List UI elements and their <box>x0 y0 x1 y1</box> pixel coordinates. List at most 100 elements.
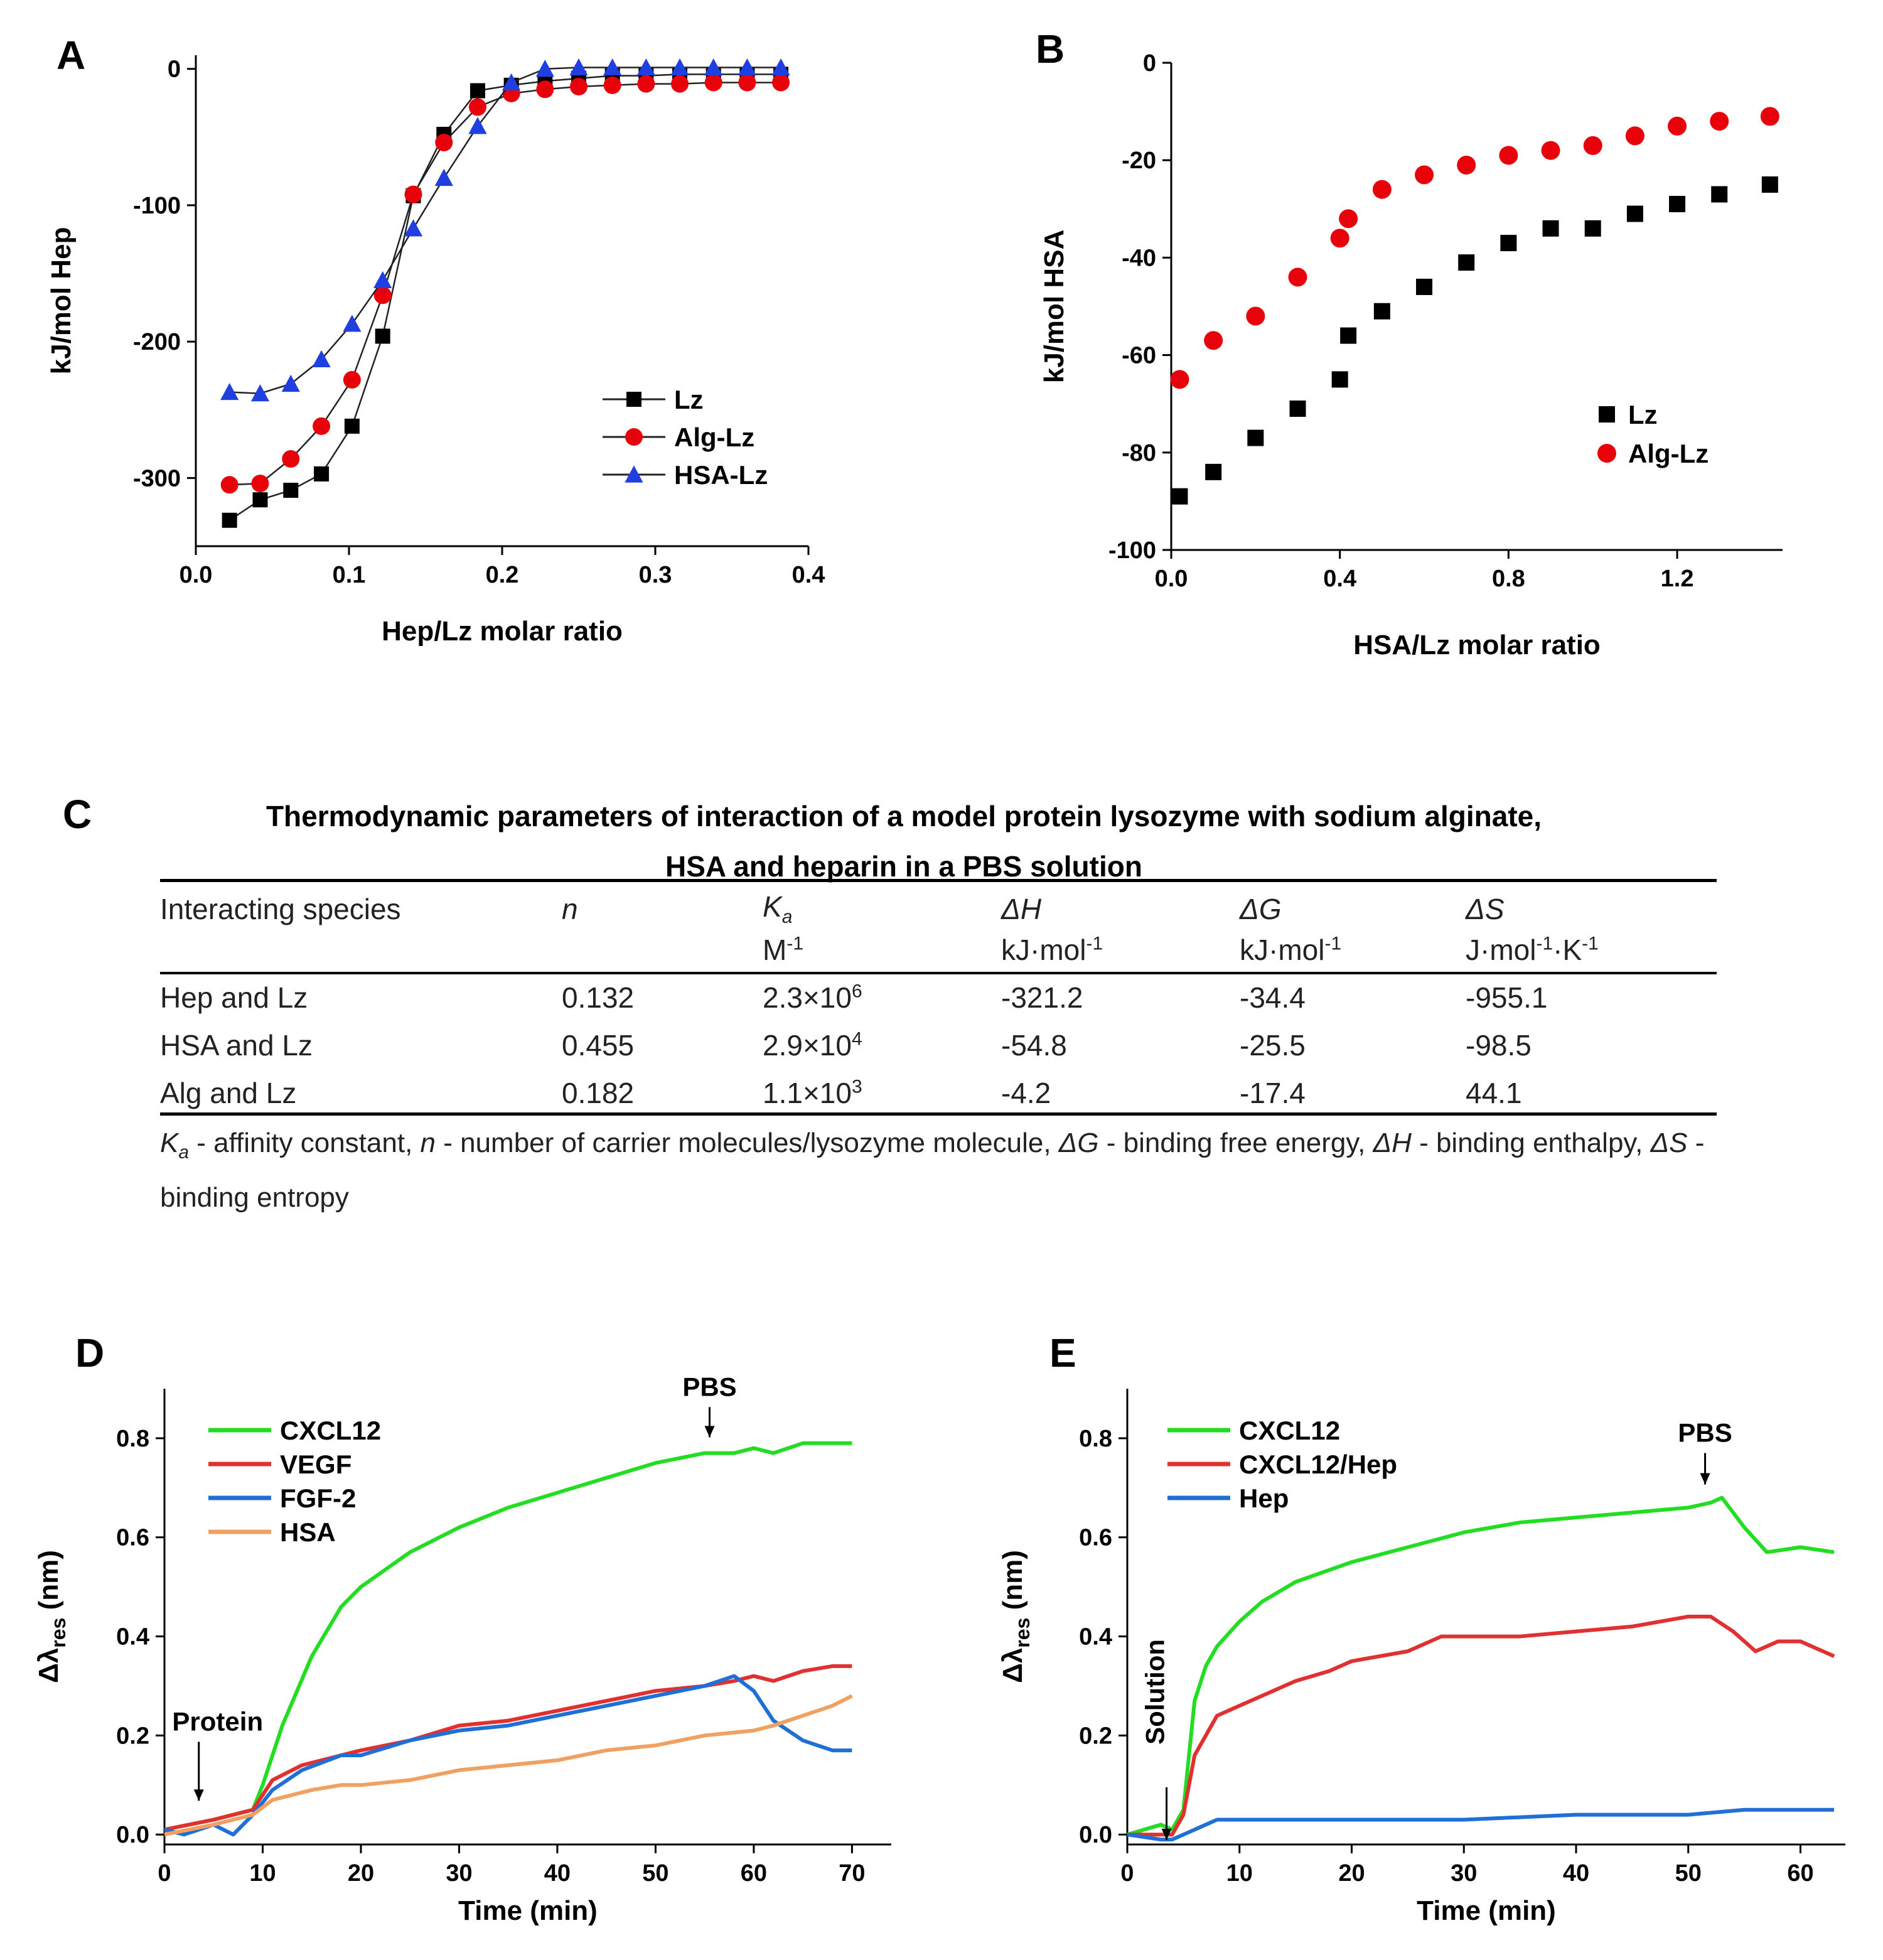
series-alg-lz-point <box>251 475 269 493</box>
panel-label: B <box>1036 26 1065 72</box>
series-lz-point <box>1340 327 1357 344</box>
annotation-arrowhead <box>193 1789 204 1801</box>
legend-label: Alg-Lz <box>674 423 754 452</box>
y-tick-label: 0.8 <box>116 1426 149 1452</box>
series-alg-lz-point <box>637 75 655 93</box>
table-row: Hep and Lz 0.132 2.3×106 -321.2 -34.4 -955.1 <box>160 973 1717 1022</box>
x-tick-label: 40 <box>544 1860 571 1887</box>
series-cxcl12-line <box>1127 1495 1835 1837</box>
table-header: Interacting species <box>160 879 562 931</box>
chart-b: 0.0 0.4 0.8 1.2 0 -20 -40 -60 -80 -100 HSA/Lz mola… <box>1036 26 1783 660</box>
panel-label: E <box>1049 1330 1076 1376</box>
series-alg-lz-point <box>1668 116 1687 136</box>
series-lz-point <box>1373 303 1390 320</box>
x-axis-label: HSA/Lz molar ratio <box>1353 630 1601 660</box>
table-cell: HSA and Lz <box>160 1029 313 1062</box>
series-vegf-line <box>164 1664 852 1832</box>
table-cell: Hep and Lz <box>160 981 308 1015</box>
series-lz-point <box>1205 463 1222 480</box>
table-title: Thermodynamic parameters of interaction … <box>169 791 1638 891</box>
table-title-line1: Thermodynamic parameters of interaction … <box>266 800 1542 832</box>
series-alg-lz-point <box>1710 112 1729 131</box>
series-lz-point <box>1331 371 1348 388</box>
table-cell: 2.3×106 <box>763 981 862 1015</box>
series-alg-lz-point <box>1499 146 1518 165</box>
x-tick-label: 0.4 <box>792 562 825 588</box>
y-tick-label: 0.2 <box>1079 1723 1112 1749</box>
y-tick-label: -40 <box>1122 245 1156 271</box>
legend-label: FGF-2 <box>280 1483 356 1513</box>
x-tick-label: 0.8 <box>1492 566 1525 592</box>
series-alg-lz-point <box>704 73 722 92</box>
series-alg-lz-point <box>220 476 239 494</box>
series-alg-lz-point <box>373 286 392 304</box>
table-cell: -25.5 <box>1240 1029 1306 1062</box>
x-tick-label: 50 <box>642 1860 668 1887</box>
table-cell: 1.1×103 <box>763 1070 1001 1116</box>
y-tick-label: 0 <box>1143 50 1156 77</box>
series-alg-lz-point <box>671 75 689 93</box>
x-axis-label: Time (min) <box>1417 1895 1556 1926</box>
x-tick-label: 40 <box>1563 1860 1589 1887</box>
table-header: n <box>562 879 763 931</box>
y-tick-label: 0.0 <box>116 1822 149 1848</box>
table-cell: Alg and Lz <box>160 1070 562 1116</box>
series-lz-line <box>228 73 781 521</box>
table-cell: -54.8 <box>1001 1029 1067 1062</box>
x-tick-label: 70 <box>839 1860 865 1887</box>
table-unit <box>160 930 562 975</box>
series-alg-lz-point <box>1457 155 1476 175</box>
series-lz-point <box>1458 254 1475 271</box>
table-header: ΔS <box>1466 879 1717 931</box>
legend-marker <box>625 465 643 483</box>
series-alg-lz-point <box>435 134 453 152</box>
x-axis-label: Hep/Lz molar ratio <box>382 616 623 647</box>
x-tick-label: 0.3 <box>639 562 672 588</box>
series-lz-point <box>1247 429 1264 446</box>
legend-label: CXCL12 <box>1239 1416 1340 1445</box>
x-tick-label: 0 <box>1120 1860 1134 1887</box>
series-hsa-lz-point <box>312 350 331 368</box>
table-cell: -17.4 <box>1240 1070 1466 1116</box>
chart-d: 0 10 20 30 40 50 60 70 0.0 0.2 0.4 0.6 0.8 Time (min)… <box>33 1330 891 1926</box>
table-header: ΔG <box>1240 879 1466 931</box>
y-tick-label: -200 <box>133 329 181 355</box>
legend-label: HSA <box>280 1517 336 1547</box>
y-tick-label: 0.4 <box>1079 1624 1112 1650</box>
x-tick-label: 30 <box>1451 1860 1477 1887</box>
thermo-table: Interacting species n Ka ΔH ΔG ΔS M-1 kJ·mol-1 k… <box>160 879 1717 1116</box>
series-lz-point <box>1171 488 1188 505</box>
table-title-line2: HSA and heparin in a PBS solution <box>665 850 1142 883</box>
annotation-label: PBS <box>1678 1418 1732 1447</box>
legend-label: Lz <box>1628 400 1658 429</box>
series-lz-point <box>375 328 390 344</box>
annotation-label: PBS <box>682 1372 736 1401</box>
series-hsa-lz-point <box>636 58 655 76</box>
y-tick-label: 0 <box>168 57 181 83</box>
panel-label-c: C <box>63 792 92 837</box>
table-unit: J·mol-1·K-1 <box>1466 930 1717 975</box>
y-tick-label: -300 <box>133 465 181 492</box>
series-cxcl12-hep-line <box>1127 1615 1835 1837</box>
table-cell: 0.132 <box>562 981 635 1015</box>
series-lz-point <box>314 466 330 482</box>
series-alg-lz-point <box>1625 126 1644 146</box>
legend-marker <box>626 392 641 407</box>
legend-marker <box>1599 406 1615 423</box>
series-hep-line <box>1127 1807 1835 1842</box>
table-header: ΔH <box>1001 879 1240 931</box>
series-hsa-lz-point <box>373 271 392 289</box>
series-hsa-lz-point <box>502 73 521 91</box>
series-alg-lz-point <box>603 76 621 94</box>
y-axis-label: Δλres (nm) <box>33 1550 70 1683</box>
y-tick-label: -80 <box>1122 440 1156 466</box>
series-hsa-lz-point <box>603 58 622 76</box>
x-tick-label: 1.2 <box>1661 566 1694 592</box>
annotation-label: Solution <box>1140 1639 1170 1745</box>
x-tick-label: 20 <box>348 1860 374 1887</box>
x-tick-label: 0.0 <box>1155 566 1188 592</box>
table-cell: -321.2 <box>1001 981 1083 1015</box>
series-fgf-2-line <box>164 1674 852 1837</box>
y-tick-label: 0.2 <box>116 1723 149 1749</box>
series-alg-lz-point <box>1330 229 1349 248</box>
